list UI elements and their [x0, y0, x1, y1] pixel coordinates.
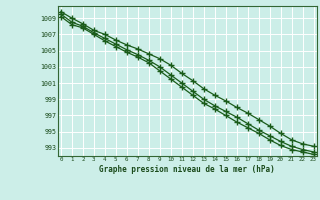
- X-axis label: Graphe pression niveau de la mer (hPa): Graphe pression niveau de la mer (hPa): [99, 165, 275, 174]
